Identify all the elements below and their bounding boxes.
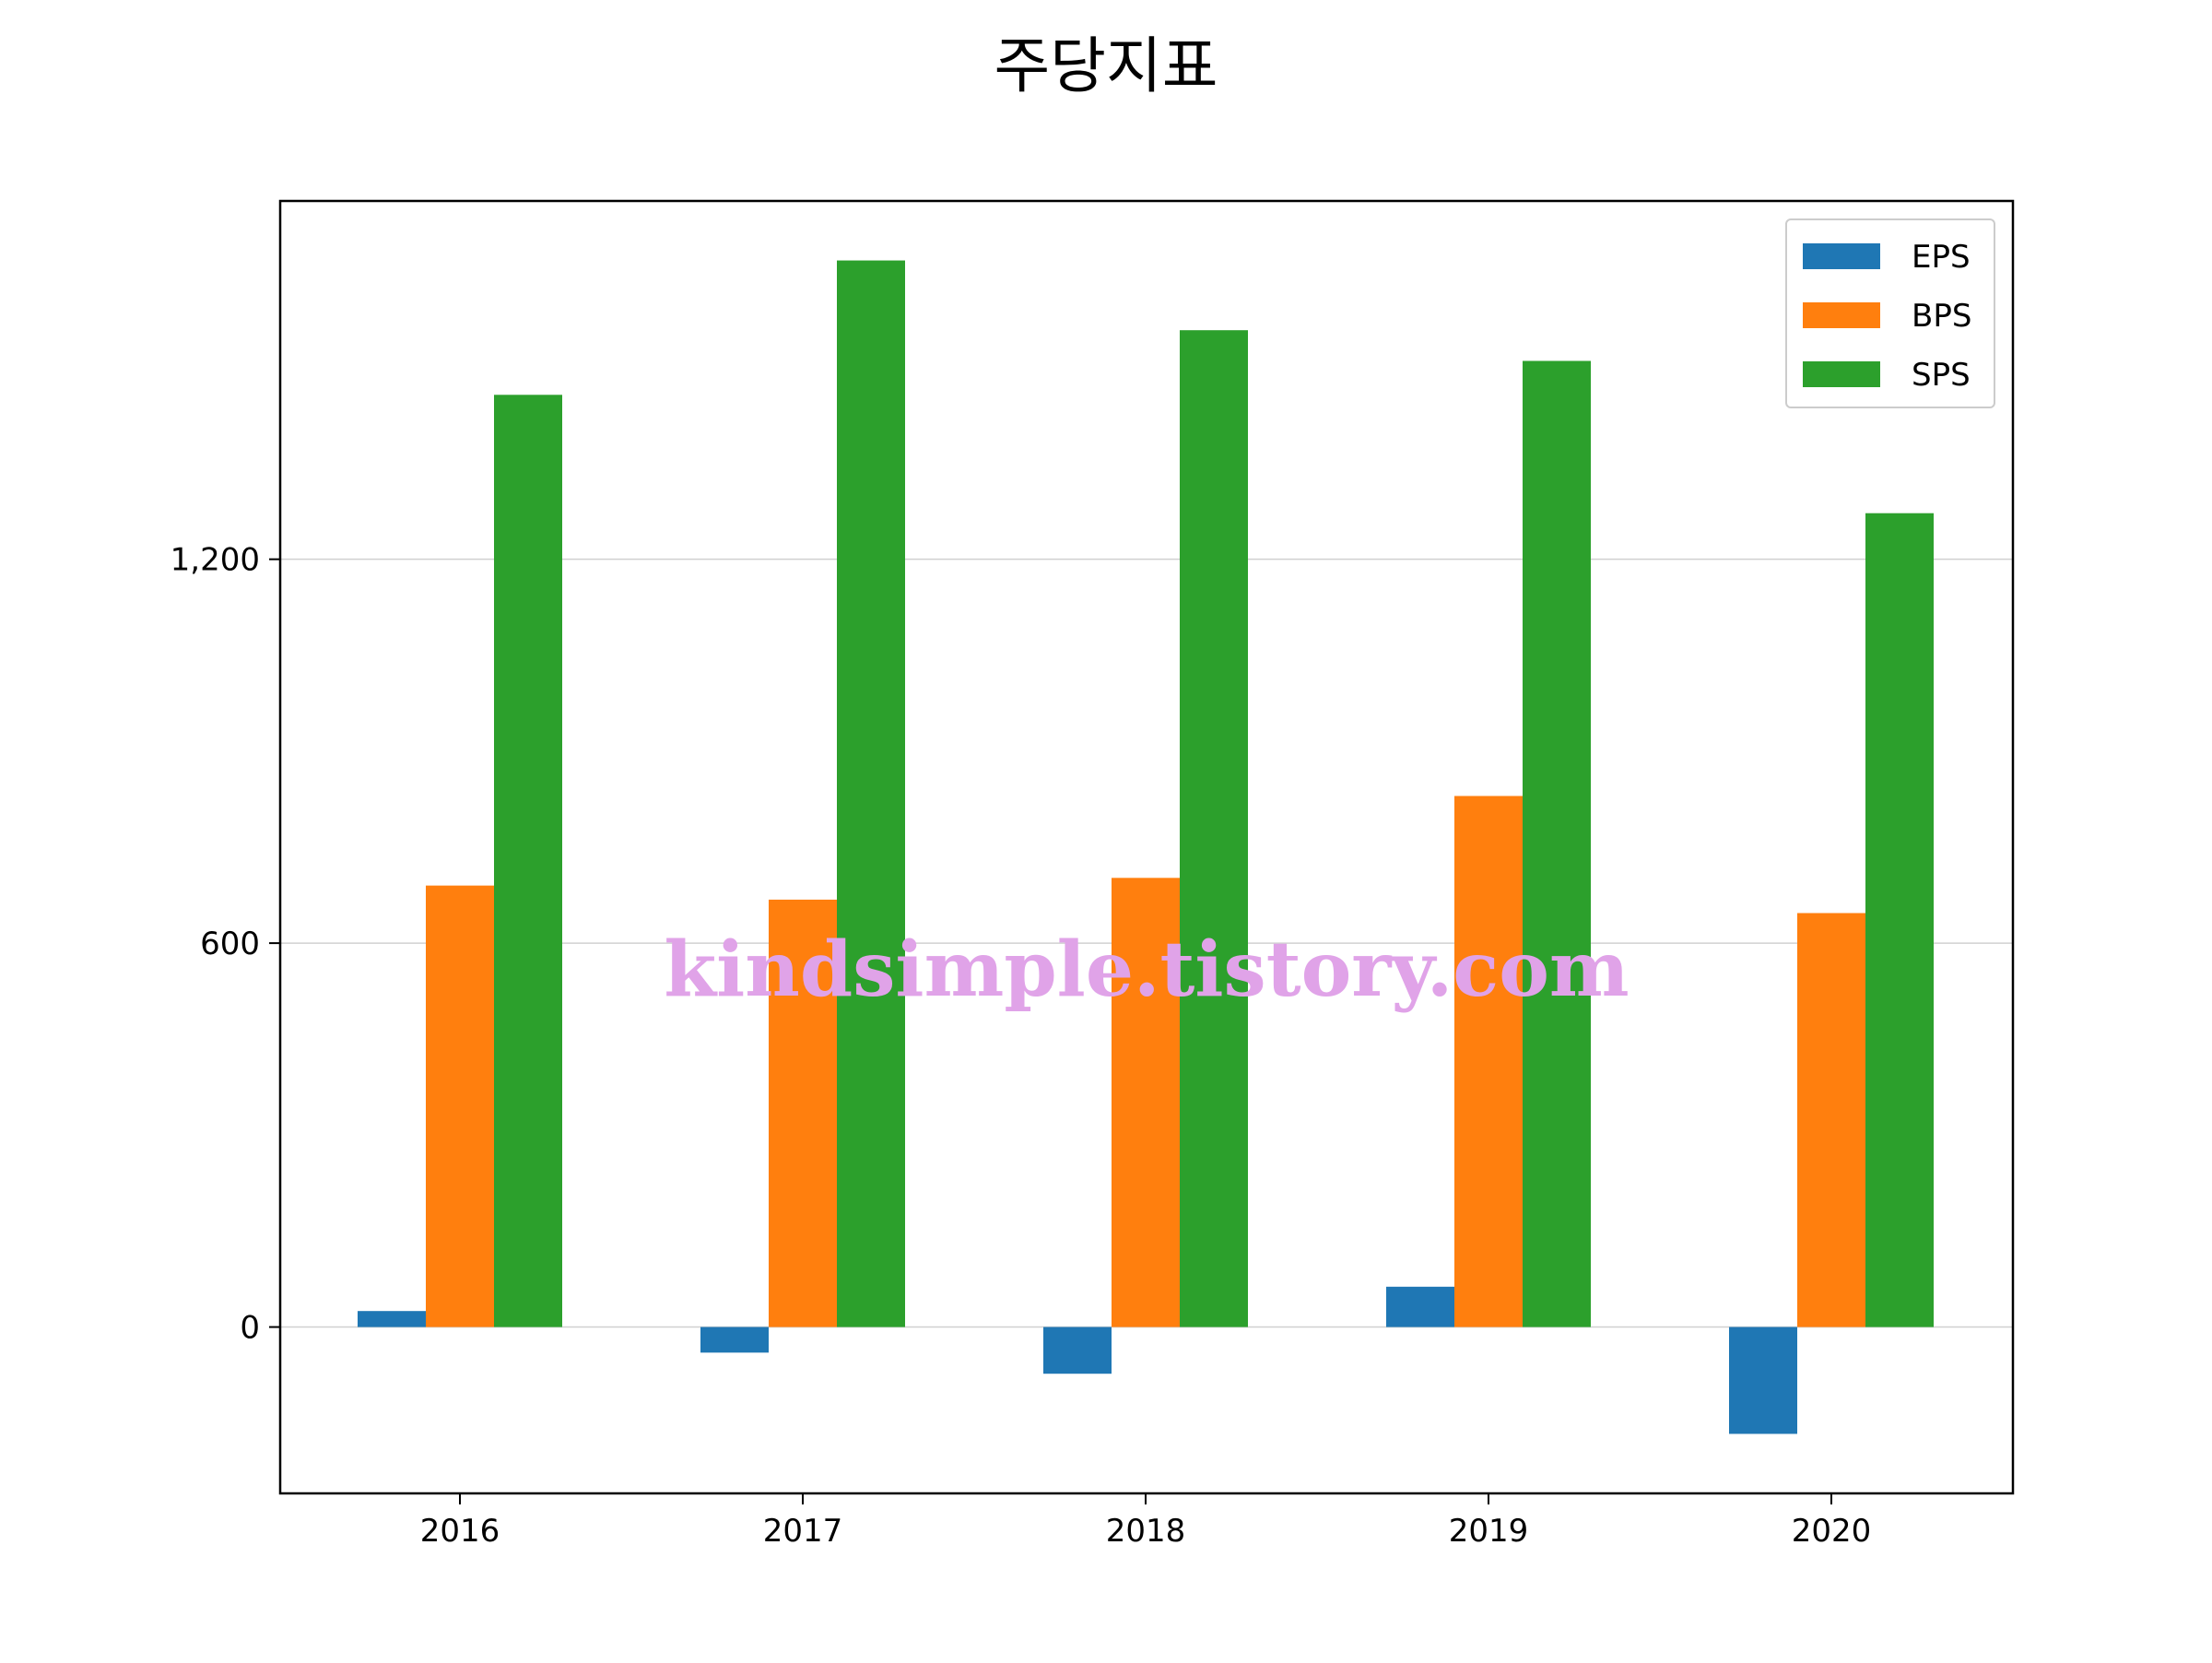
x-tick-label: 2018 [1106, 1513, 1186, 1550]
bar-bps-2018 [1112, 878, 1180, 1327]
x-axis: 2016 2017 2018 2019 2020 [420, 1493, 1872, 1550]
bar-eps-2018 [1043, 1327, 1112, 1374]
bar-bps-2020 [1797, 913, 1865, 1327]
bar-sps-2018 [1180, 330, 1248, 1327]
x-tick-label: 2016 [420, 1513, 500, 1550]
bar-bps-2016 [426, 885, 494, 1327]
x-tick-label: 2019 [1449, 1513, 1529, 1550]
legend-swatch-eps [1803, 243, 1880, 269]
x-tick-label: 2017 [763, 1513, 843, 1550]
y-tick-label: 600 [200, 926, 260, 962]
legend-swatch-bps [1803, 302, 1880, 328]
legend-swatch-sps [1803, 361, 1880, 387]
legend-label-sps: SPS [1912, 357, 1971, 394]
bar-sps-2020 [1865, 513, 1934, 1327]
watermark: kindsimple.tistory.com [664, 926, 1629, 1014]
x-tick-label: 2020 [1792, 1513, 1872, 1550]
bar-sps-2019 [1523, 360, 1591, 1327]
bar-sps-2017 [837, 260, 905, 1327]
bar-eps-2020 [1729, 1327, 1797, 1434]
y-tick-label: 0 [240, 1310, 260, 1347]
bar-eps-2017 [700, 1327, 769, 1353]
legend: EPS BPS SPS [1785, 218, 1995, 408]
watermark-text: kindsimple.tistory.com [664, 926, 1629, 1014]
bar-sps-2016 [494, 395, 562, 1327]
bar-eps-2016 [358, 1311, 426, 1327]
bars [358, 260, 1934, 1434]
chart-title: 주당지표 [994, 30, 1218, 101]
y-axis: 0 600 1,200 [171, 542, 280, 1347]
y-tick-label: 1,200 [171, 542, 260, 579]
bar-bps-2017 [769, 899, 837, 1327]
legend-label-eps: EPS [1912, 239, 1971, 276]
bar-bps-2019 [1454, 796, 1523, 1327]
bar-eps-2019 [1386, 1286, 1454, 1327]
legend-label-bps: BPS [1912, 298, 1971, 335]
